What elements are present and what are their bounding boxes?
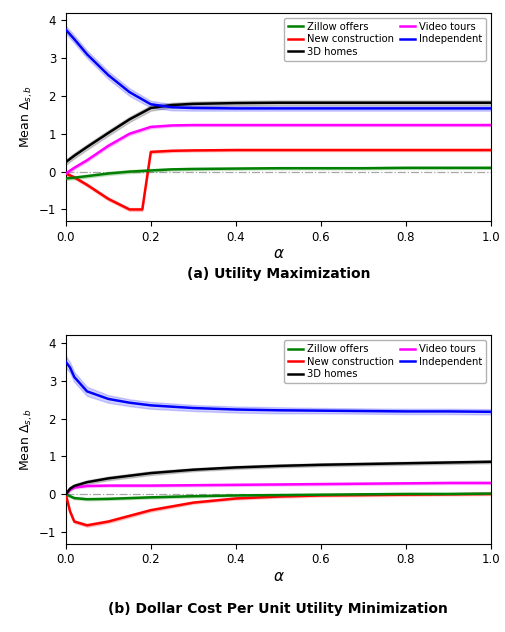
Text: (a) Utility Maximization: (a) Utility Maximization (186, 267, 369, 281)
Y-axis label: Mean $\Delta_{s,b}$: Mean $\Delta_{s,b}$ (18, 85, 34, 148)
Y-axis label: Mean $\Delta_{s,b}$: Mean $\Delta_{s,b}$ (18, 408, 34, 471)
Text: (b) Dollar Cost Per Unit Utility Minimization: (b) Dollar Cost Per Unit Utility Minimiz… (108, 602, 447, 616)
X-axis label: α: α (273, 569, 283, 584)
X-axis label: α: α (273, 246, 283, 261)
Legend: Zillow offers, New construction, 3D homes, Video tours, Independent: Zillow offers, New construction, 3D home… (283, 18, 485, 61)
Legend: Zillow offers, New construction, 3D homes, Video tours, Independent: Zillow offers, New construction, 3D home… (283, 340, 485, 384)
